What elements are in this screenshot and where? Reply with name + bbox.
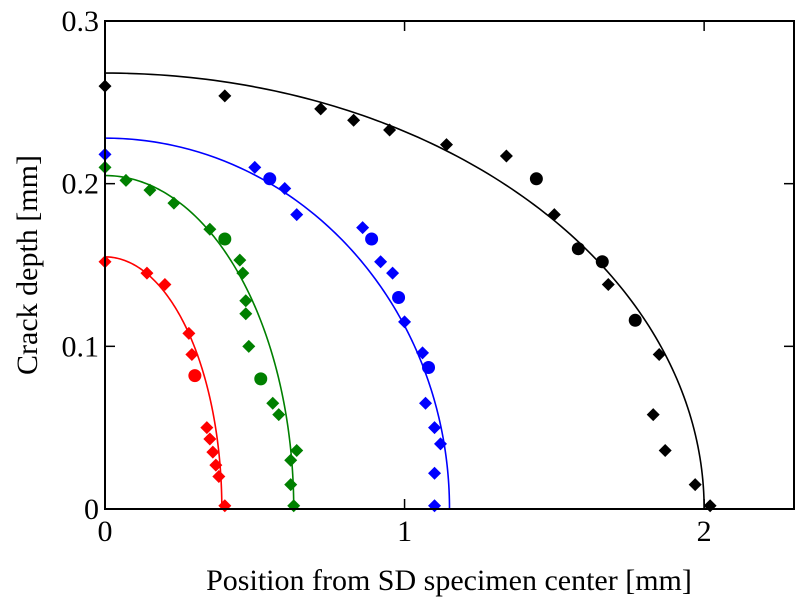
data-point-s2-11 <box>416 346 429 359</box>
data-point-s2-13 <box>419 397 432 410</box>
data-point-s3-1 <box>218 89 231 102</box>
data-point-s3-7 <box>530 172 543 185</box>
data-point-s1-10 <box>242 340 255 353</box>
data-point-s3-16 <box>689 478 702 491</box>
data-point-s3-4 <box>383 123 396 136</box>
x-tick-label-2: 2 <box>697 515 712 548</box>
data-markers <box>99 80 717 513</box>
data-point-s3-11 <box>602 278 615 291</box>
data-point-s1-16 <box>284 478 297 491</box>
data-point-s2-5 <box>356 221 369 234</box>
data-point-s2-6 <box>365 232 378 245</box>
data-point-s2-2 <box>263 172 276 185</box>
data-point-s2-16 <box>428 467 441 480</box>
data-point-s3-6 <box>500 150 513 163</box>
fit-curve-2 <box>105 138 450 509</box>
data-point-s3-13 <box>653 348 666 361</box>
fit-curve-0 <box>105 257 222 509</box>
y-axis-label: Crack depth [mm] <box>11 155 44 375</box>
data-point-s1-14 <box>284 454 297 467</box>
data-point-s0-2 <box>158 278 171 291</box>
data-point-s1-17 <box>287 499 300 512</box>
data-point-s0-11 <box>218 499 231 512</box>
data-point-s1-13 <box>272 408 285 421</box>
data-point-s3-14 <box>647 408 660 421</box>
data-point-s2-8 <box>386 267 399 280</box>
data-point-s1-6 <box>233 254 246 267</box>
y-tick-label-2: 0.2 <box>62 168 100 201</box>
x-tick-label-1: 1 <box>397 515 412 548</box>
data-point-s0-8 <box>206 446 219 459</box>
data-point-s1-3 <box>167 197 180 210</box>
data-point-s2-3 <box>278 182 291 195</box>
fit-curve-1 <box>105 176 294 509</box>
data-point-s3-12 <box>629 314 642 327</box>
data-point-s0-5 <box>188 369 201 382</box>
data-point-s0-6 <box>200 421 213 434</box>
data-point-s1-1 <box>119 174 132 187</box>
data-point-s2-14 <box>428 421 441 434</box>
data-point-s1-5 <box>218 232 231 245</box>
fit-curve-3 <box>105 73 704 509</box>
y-tick-label-1: 0.1 <box>62 330 100 363</box>
data-point-s2-4 <box>290 208 303 221</box>
fit-curves <box>105 73 704 509</box>
data-point-s1-11 <box>254 372 267 385</box>
data-point-s0-7 <box>203 433 216 446</box>
data-point-s1-7 <box>236 267 249 280</box>
data-point-s0-3 <box>182 327 195 340</box>
data-point-s3-10 <box>596 255 609 268</box>
data-point-s1-15 <box>290 444 303 457</box>
data-point-s1-4 <box>203 223 216 236</box>
data-point-s2-12 <box>422 361 435 374</box>
data-point-s1-2 <box>143 184 156 197</box>
data-point-s3-15 <box>659 444 672 457</box>
tick-labels: 0 1 2 0 0.1 0.2 0.3 <box>62 5 712 548</box>
data-point-s1-12 <box>266 397 279 410</box>
data-point-s2-17 <box>428 499 441 512</box>
x-axis-label: Position from SD specimen center [mm] <box>206 564 692 597</box>
data-point-s0-10 <box>212 470 225 483</box>
y-tick-label-0: 0 <box>84 493 99 526</box>
data-point-s2-9 <box>392 291 405 304</box>
data-point-s2-7 <box>374 255 387 268</box>
data-point-s3-3 <box>347 114 360 127</box>
data-point-s1-9 <box>239 307 252 320</box>
x-tick-label-0: 0 <box>98 515 113 548</box>
data-point-s3-9 <box>572 242 585 255</box>
data-point-s3-17 <box>704 499 717 512</box>
data-point-s3-8 <box>548 208 561 221</box>
y-tick-label-3: 0.3 <box>62 5 100 38</box>
